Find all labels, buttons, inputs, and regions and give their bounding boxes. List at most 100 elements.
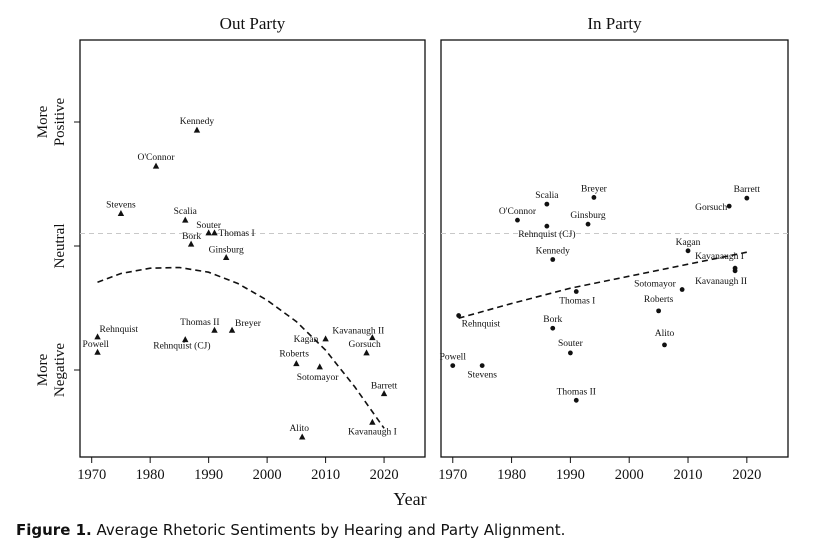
out-party-trend-line — [97, 266, 385, 429]
point-label: Souter — [558, 339, 584, 349]
data-point-circle — [550, 325, 556, 331]
point-label: Scalia — [535, 191, 559, 201]
data-point-circle — [656, 308, 662, 314]
y-label-more-positive-line: Positive — [52, 97, 68, 146]
data-point-triangle — [322, 335, 329, 342]
x-axis-title: Year — [393, 489, 426, 509]
y-label-more-positive-line: More — [35, 105, 51, 138]
data-point-triangle — [193, 126, 201, 133]
data-point-triangle — [211, 229, 218, 236]
data-point-triangle — [152, 162, 160, 169]
point-label: Souter — [196, 221, 222, 231]
point-label: Kagan — [294, 335, 319, 345]
figure-caption: Figure 1. Average Rhetoric Sentiments by… — [16, 521, 565, 539]
data-point-triangle — [380, 390, 388, 397]
point-label: Bork — [182, 232, 201, 242]
data-point-triangle — [94, 348, 101, 355]
point-label: Rehnquist — [100, 325, 139, 335]
point-label: Thomas II — [557, 387, 596, 397]
point-label: Kavanaugh I — [348, 427, 397, 437]
out-party-xtick-label: 1990 — [194, 467, 223, 483]
point-label: Kavanaugh II — [695, 277, 747, 287]
point-label: Breyer — [581, 184, 608, 194]
data-point-triangle — [299, 433, 306, 440]
data-point-circle — [573, 289, 579, 294]
in-party-xtick-label: 2010 — [674, 467, 703, 483]
data-point-triangle — [369, 418, 376, 425]
data-point-circle — [679, 287, 685, 292]
y-label-more-negative: More Negative — [35, 343, 68, 397]
point-label: Rehnquist (CJ) — [153, 341, 210, 352]
data-point-triangle — [117, 209, 125, 216]
point-label: Thomas II — [180, 318, 219, 328]
point-label: Breyer — [235, 319, 262, 329]
point-label: Kennedy — [180, 117, 215, 127]
data-point-triangle — [316, 363, 323, 370]
point-label: Alito — [655, 329, 675, 339]
point-label: Alito — [289, 424, 309, 434]
in-party-plot-frame — [440, 39, 789, 458]
data-point-circle — [479, 363, 485, 368]
data-point-circle — [450, 363, 456, 368]
y-label-more-negative-line: More — [35, 353, 51, 386]
in-party-xtick-label: 2020 — [732, 467, 761, 483]
data-point-circle — [456, 313, 462, 318]
point-label: Sotomayor — [297, 373, 340, 383]
data-point-circle — [726, 203, 732, 209]
point-label: Stevens — [467, 371, 497, 381]
data-point-circle — [573, 397, 579, 403]
point-label: Rehnquist — [462, 320, 501, 330]
y-label-neutral: Neutral — [52, 224, 68, 269]
in-party-xtick-label: 2000 — [615, 467, 644, 483]
point-label: Kavanaugh II — [332, 327, 384, 337]
data-point-triangle — [363, 349, 370, 356]
data-point-triangle — [222, 254, 230, 261]
data-point-triangle — [182, 336, 189, 343]
data-point-triangle — [293, 360, 300, 367]
y-label-more-positive: More Positive — [35, 97, 68, 146]
caption-text: Average Rhetoric Sentiments by Hearing a… — [91, 521, 566, 539]
point-label: Powell — [440, 353, 467, 363]
out-party-xtick-label: 1970 — [77, 467, 106, 483]
data-point-triangle — [182, 216, 189, 223]
point-label: O'Connor — [137, 153, 175, 163]
data-point-circle — [685, 248, 691, 254]
in-party-title: In Party — [587, 14, 642, 33]
point-label: Thomas I — [559, 297, 595, 307]
point-label: Kagan — [676, 238, 701, 248]
y-label-neutral-line: Neutral — [52, 224, 68, 269]
data-point-triangle — [205, 229, 212, 236]
point-label: Bork — [543, 315, 562, 325]
y-label-more-negative-line: Negative — [52, 343, 68, 397]
data-point-circle — [567, 350, 573, 356]
out-party-xtick-label: 2000 — [253, 467, 282, 483]
out-party-xtick-label: 1980 — [136, 467, 165, 483]
data-point-circle — [744, 195, 750, 201]
point-label: Barrett — [371, 382, 398, 392]
point-label: Thomas I — [218, 229, 254, 239]
data-point-circle — [591, 195, 597, 200]
point-label: Gorsuch — [349, 340, 381, 350]
point-label: Barrett — [734, 185, 761, 195]
caption-label: Figure 1. — [16, 521, 92, 539]
point-label: Gorsuch — [695, 203, 727, 213]
point-label: Roberts — [644, 295, 674, 305]
point-label: Sotomayor — [634, 280, 677, 290]
point-label: Kennedy — [536, 247, 571, 257]
point-label: Ginsburg — [209, 246, 244, 256]
data-point-circle — [544, 223, 550, 229]
data-point-triangle — [187, 240, 195, 247]
point-label: Roberts — [279, 350, 309, 360]
out-party-plot-frame — [79, 39, 426, 458]
point-label: Scalia — [174, 207, 198, 217]
in-party-xtick-label: 1990 — [556, 467, 585, 483]
data-point-circle — [515, 217, 520, 223]
data-point-triangle — [94, 333, 101, 340]
data-point-circle — [732, 268, 738, 274]
point-label: Ginsburg — [570, 211, 605, 221]
data-point-circle — [544, 201, 550, 207]
data-point-triangle — [211, 326, 218, 333]
out-party-title: Out Party — [220, 14, 286, 33]
point-label: O'Connor — [499, 207, 537, 217]
